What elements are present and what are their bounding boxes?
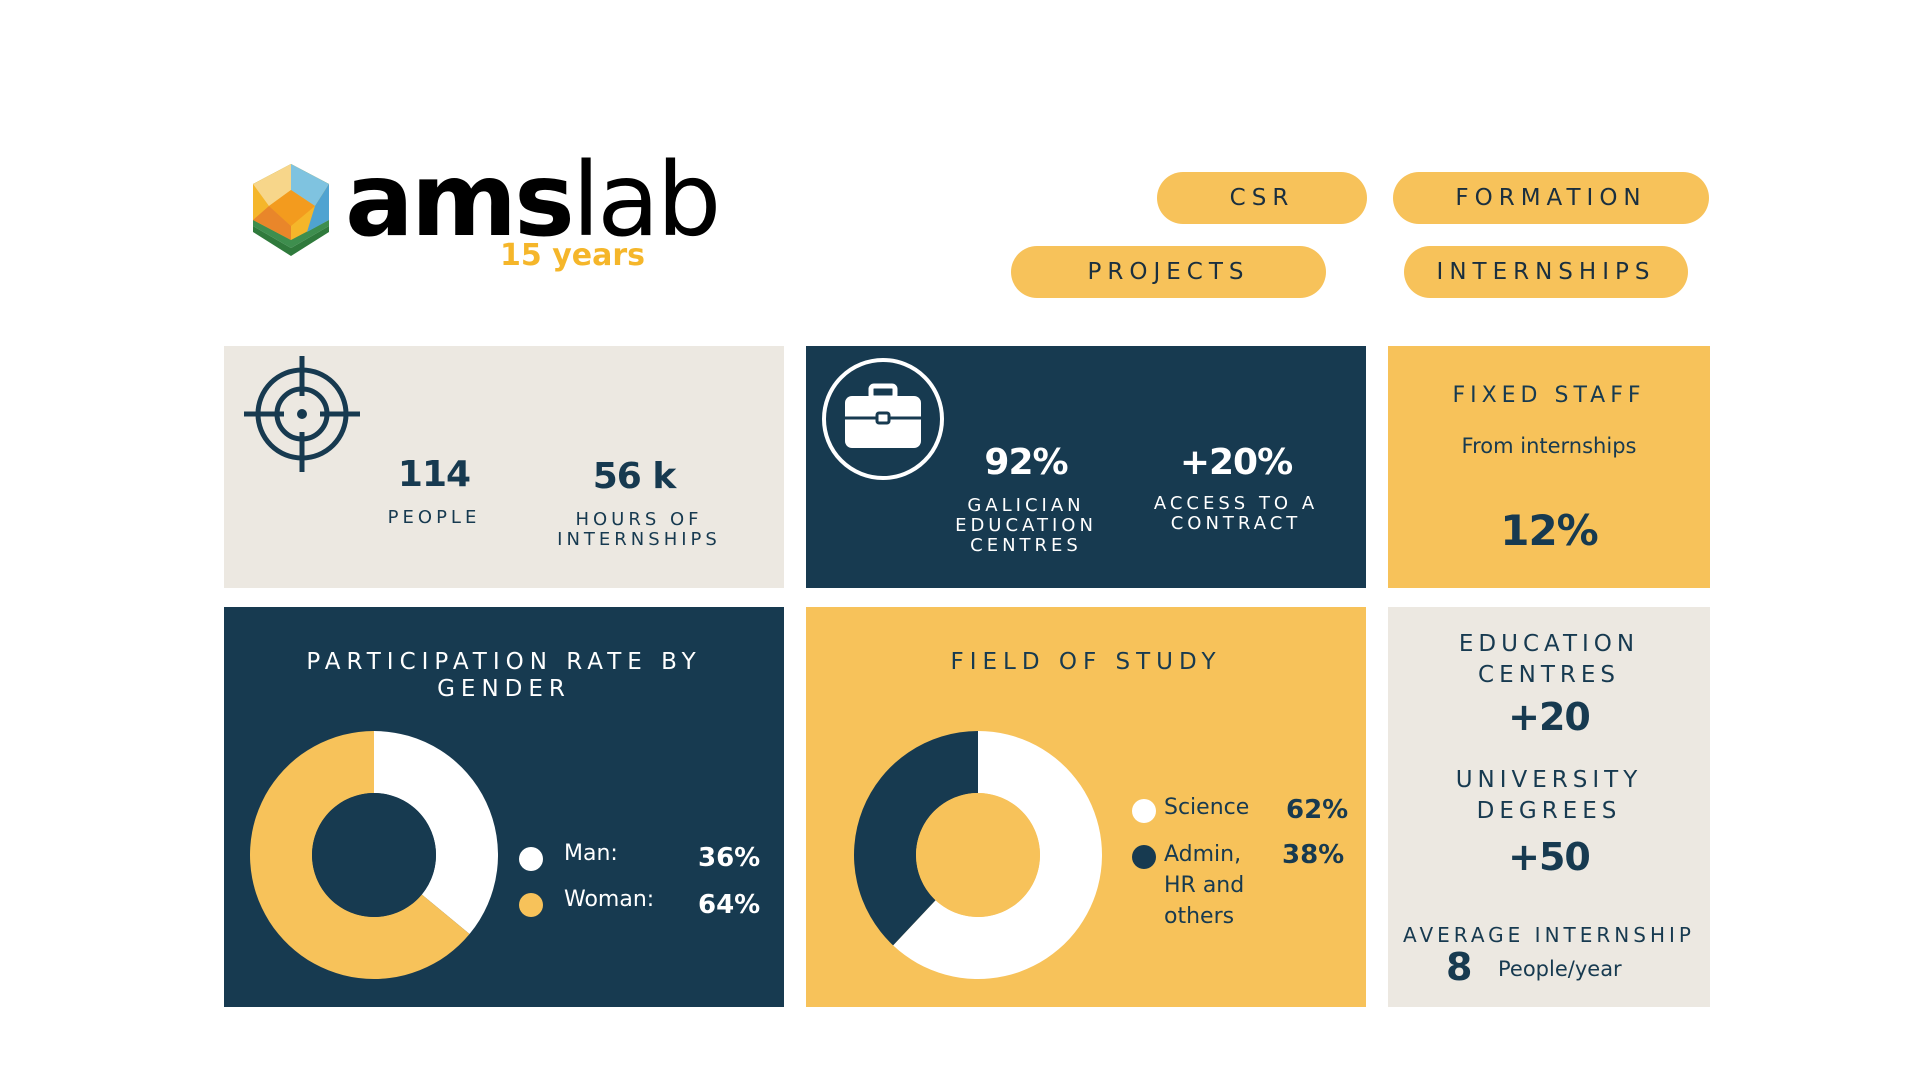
legend-value-woman: 64% (698, 890, 761, 920)
fixed-staff-card: FIXED STAFF From internships 12% (1388, 346, 1710, 588)
university-degrees-label: UNIVERSITY DEGREES (1455, 767, 1643, 824)
internship-stats-card: 114 PEOPLE 56 k HOURS OF INTERNSHIPS (224, 346, 784, 588)
contract-value: +20% (1179, 442, 1293, 483)
hours-value: 56 k (592, 456, 677, 497)
logo-years: 15 years (500, 238, 645, 273)
donut-slice-woman (250, 731, 470, 979)
gender-chart-title: PARTICIPATION RATE BY GENDER (306, 649, 702, 702)
average-internship-unit: People/year (1498, 957, 1622, 981)
amslab-logo[interactable]: amslab 15 years (245, 150, 721, 278)
fixed-staff-value: 12% (1500, 506, 1599, 555)
field-of-study-card: FIELD OF STUDY Science 62% Admin, HR and… (806, 607, 1366, 1007)
fixed-staff-subtitle: From internships (1461, 434, 1637, 458)
legend-label-man: Man: (564, 841, 618, 866)
gender-chart-card: PARTICIPATION RATE BY GENDER Man: 36% Wo… (224, 607, 784, 1007)
education-centres-value: +20 (1508, 695, 1591, 739)
gender-donut-chart (250, 731, 498, 979)
field-chart-title: FIELD OF STUDY (950, 649, 1222, 675)
legend-value-man: 36% (698, 843, 761, 873)
nav-formation-button[interactable]: FORMATION (1393, 172, 1709, 224)
nav-internships-button[interactable]: INTERNSHIPS (1404, 246, 1688, 298)
legend-label-admin: Admin, HR and others (1164, 842, 1245, 929)
academic-stats-card: EDUCATION CENTRES +20 UNIVERSITY DEGREES… (1388, 607, 1710, 1007)
briefcase-icon (822, 358, 944, 480)
average-internship-value: 8 (1446, 945, 1472, 989)
hours-label: HOURS OF INTERNSHIPS (557, 509, 721, 550)
nav-csr-button[interactable]: CSR (1157, 172, 1367, 224)
logo-wordmark: amslab (345, 141, 721, 260)
field-donut-chart (854, 731, 1102, 979)
logo-mark-icon (253, 164, 329, 256)
galician-label: GALICIAN EDUCATION CENTRES (955, 495, 1097, 556)
university-degrees-value: +50 (1508, 835, 1591, 879)
donut-slice-admin-hr-and-others (854, 731, 978, 946)
donut-hole (312, 793, 436, 917)
donut-slice-man (374, 731, 498, 935)
legend-dot-man (519, 847, 543, 871)
legend-dot-admin (1132, 845, 1156, 869)
nav-projects-button[interactable]: PROJECTS (1011, 246, 1326, 298)
legend-dot-woman (519, 893, 543, 917)
legend-value-admin: 38% (1282, 840, 1345, 870)
contract-label: ACCESS TO A CONTRACT (1153, 493, 1319, 534)
employment-stats-card: 92% GALICIAN EDUCATION CENTRES +20% ACCE… (806, 346, 1366, 588)
average-internship-label: AVERAGE INTERNSHIP (1403, 923, 1695, 947)
people-label: PEOPLE (387, 507, 481, 528)
people-value: 114 (397, 454, 471, 495)
legend-label-woman: Woman: (564, 887, 655, 912)
donut-slice-science (893, 731, 1102, 979)
fixed-staff-title: FIXED STAFF (1452, 383, 1646, 408)
education-centres-label: EDUCATION CENTRES (1458, 631, 1640, 688)
legend-dot-science (1132, 799, 1156, 823)
target-icon (244, 356, 360, 472)
donut-hole (916, 793, 1040, 917)
galician-value: 92% (984, 442, 1068, 483)
legend-value-science: 62% (1286, 795, 1349, 825)
legend-label-science: Science (1164, 795, 1250, 820)
